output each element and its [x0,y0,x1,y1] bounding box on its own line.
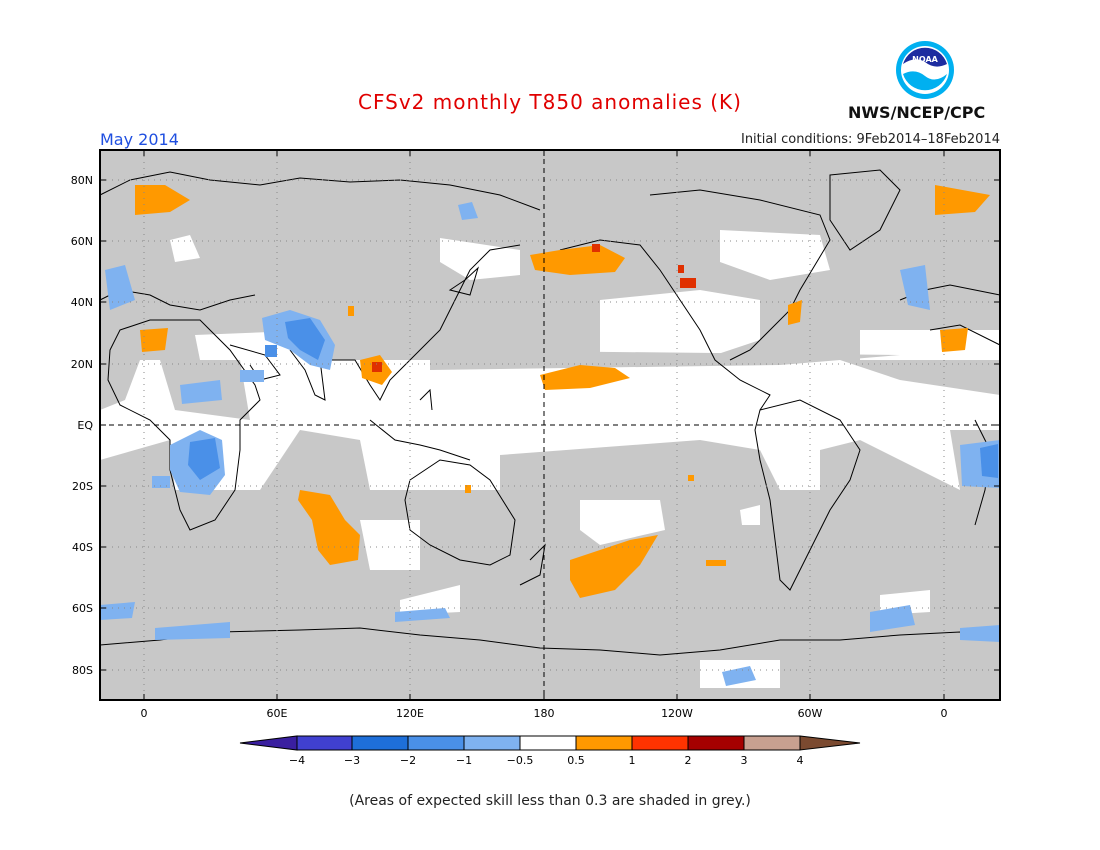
legend-tick-label: −0.5 [507,754,534,767]
legend-tick-labels: −4 −3 −2 −1 −0.5 0.5 1 2 3 4 [289,754,804,767]
graticule [100,150,1000,700]
lat-label: 80S [72,664,93,677]
noaa-logo: NOAA [896,41,954,99]
anomaly-antarctic-indian [155,622,230,640]
lon-label: 180 [534,707,555,720]
anomaly-south-indian-ocean [298,490,360,565]
lat-label: 40N [71,296,93,309]
strong-positive-anomalies [372,244,696,372]
anomaly-arctic-atlantic-repeat [935,185,990,215]
anomaly-central-africa [180,380,222,404]
lat-label: 80N [71,174,93,187]
longitude-labels: 0 60E 120E 180 120W 60W 0 [141,707,948,720]
legend-tick-label: 2 [685,754,692,767]
lat-label: 40S [72,541,93,554]
anomaly-north-pacific [530,245,625,275]
legend-tick-label: −2 [400,754,416,767]
lat-label: 60S [72,602,93,615]
legend-tick-label: 4 [797,754,804,767]
anomaly-north-africa [140,328,168,352]
legend-swatch [687,735,745,751]
anomaly-south-pacific [570,535,658,598]
lon-label: 0 [941,707,948,720]
skill-footnote: (Areas of expected skill less than 0.3 a… [349,793,751,809]
lat-label: EQ [77,419,93,432]
lon-label: 120E [396,707,424,720]
legend-swatch [631,735,689,751]
latitude-labels: 80N 60N 40N 20N EQ 20S 40S 60S 80S [71,174,94,677]
anomaly-western-europe [105,265,135,310]
legend-tick-label: −3 [344,754,360,767]
legend-swatch [296,735,353,751]
legend-swatch [519,735,577,751]
lon-label: 0 [141,707,148,720]
forecast-month-label: May 2014 [100,130,179,149]
anomaly-southern-ocean-atlantic [100,602,135,620]
legend-swatch [351,735,409,751]
legend-swatch [743,735,801,751]
anomaly-arctic-atlantic [135,185,190,215]
strong-negative-anomalies [188,318,998,480]
legend-swatch [239,735,298,751]
legend-swatch [799,735,861,751]
positive-anomalies [135,185,990,598]
longitude-ticks [143,150,945,700]
initial-conditions-label: Initial conditions: 9Feb2014–18Feb2014 [740,132,1000,147]
chart-title: CFSv2 monthly T850 anomalies (K) [358,90,742,114]
anomaly-east-us [788,300,802,325]
lon-label: 60W [798,707,823,720]
low-skill-shading [100,150,1000,700]
lon-label: 120W [661,707,693,720]
lon-label: 60E [267,707,288,720]
anomaly-tropical-pacific [540,365,630,390]
legend-swatch [575,735,633,751]
anomaly-north-africa-repeat [940,328,968,352]
legend-swatch [407,735,465,751]
anomaly-western-europe-repeat [900,265,930,310]
legend-tick-label: 1 [629,754,636,767]
legend-tick-label: 3 [741,754,748,767]
lat-label: 20N [71,358,93,371]
anomaly-southern-ocean-pacific [870,605,915,632]
anomaly-antarctic-atlantic [960,625,1000,642]
legend-tick-label: −4 [289,754,305,767]
lat-label: 60N [71,235,93,248]
legend-colorbar [239,735,861,751]
anomaly-antarctic-pacific [722,666,756,686]
lat-label: 20S [72,480,93,493]
noaa-logo-text: NOAA [912,55,938,64]
legend-tick-label: −1 [456,754,472,767]
latitude-ticks [100,179,1000,671]
agency-label: NWS/NCEP/CPC [848,103,986,122]
anomaly-southern-ocean-australia [395,608,450,622]
legend-swatch [463,735,521,751]
legend-tick-label: 0.5 [567,754,585,767]
